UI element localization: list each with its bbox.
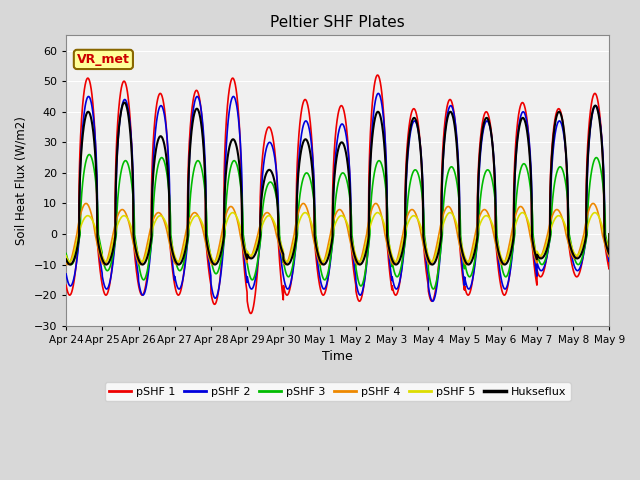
Text: VR_met: VR_met xyxy=(77,53,130,66)
Title: Peltier SHF Plates: Peltier SHF Plates xyxy=(270,15,405,30)
Y-axis label: Soil Heat Flux (W/m2): Soil Heat Flux (W/m2) xyxy=(15,116,28,245)
Legend: pSHF 1, pSHF 2, pSHF 3, pSHF 4, pSHF 5, Hukseflux: pSHF 1, pSHF 2, pSHF 3, pSHF 4, pSHF 5, … xyxy=(105,382,571,401)
X-axis label: Time: Time xyxy=(323,350,353,363)
